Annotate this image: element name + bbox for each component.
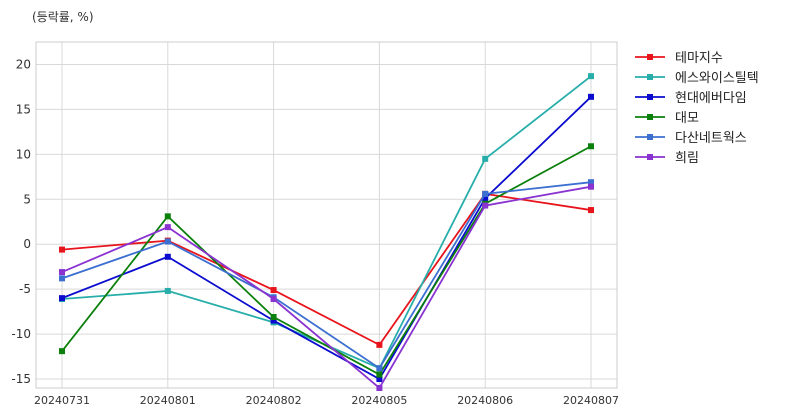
- legend-item: 테마지수: [635, 51, 723, 66]
- legend-marker: [647, 74, 653, 80]
- x-tick-label: 20240731: [34, 394, 90, 407]
- y-tick-label: 15: [16, 102, 31, 116]
- series-line: [61, 96, 592, 381]
- x-tick-label: 20240802: [246, 394, 302, 407]
- series-line: [61, 75, 592, 370]
- legend-label: 희림: [675, 151, 699, 166]
- plot-frame: [35, 41, 618, 389]
- legend-item: 현대에버다임: [635, 91, 747, 106]
- series-group: [59, 73, 594, 391]
- x-tick-label: 20240805: [351, 394, 407, 407]
- data-point: [376, 365, 383, 372]
- data-point: [588, 207, 594, 214]
- legend-marker: [647, 94, 653, 100]
- legend-label: 현대에버다임: [675, 91, 747, 106]
- unit-label: (등락률, %): [32, 10, 94, 24]
- legend-label: 에스와이스틸텍: [675, 71, 759, 86]
- data-point: [59, 348, 65, 355]
- x-tick-label: 20240801: [140, 394, 196, 407]
- series-6: [59, 183, 594, 391]
- grid: [36, 42, 617, 388]
- x-tick-label: 20240807: [563, 394, 619, 407]
- y-tick-label: -5: [19, 282, 31, 296]
- data-point: [164, 253, 171, 260]
- y-tick-label: -10: [11, 327, 31, 341]
- legend-item: 다산네트웍스: [635, 131, 747, 146]
- data-point: [270, 287, 277, 294]
- legend-item: 에스와이스틸텍: [635, 71, 759, 86]
- data-point: [164, 213, 171, 220]
- series-1: [59, 190, 594, 348]
- data-point: [588, 179, 594, 186]
- data-point: [376, 385, 383, 391]
- data-point: [270, 314, 277, 321]
- x-tick-label: 20240806: [457, 394, 513, 407]
- legend-marker: [647, 54, 653, 60]
- data-point: [59, 275, 65, 282]
- data-point: [59, 269, 65, 276]
- legend-marker: [647, 134, 653, 140]
- series-line: [61, 145, 592, 376]
- data-point: [482, 155, 489, 162]
- legend-label: 다산네트웍스: [675, 131, 747, 146]
- y-axis: -15 -10 -5 0 5 10 15 20: [11, 57, 31, 386]
- data-point: [59, 246, 65, 253]
- series-line: [61, 192, 592, 347]
- data-point: [270, 296, 277, 303]
- legend-item: 대모: [635, 111, 699, 126]
- y-tick-label: 10: [16, 147, 31, 161]
- data-point: [376, 376, 383, 383]
- data-point: [588, 183, 594, 190]
- series-line: [61, 185, 592, 390]
- data-point: [164, 238, 171, 245]
- series-2: [59, 73, 594, 372]
- y-tick-label: 20: [16, 57, 31, 71]
- data-point: [59, 295, 65, 302]
- x-axis: 20240731 20240801 20240802 20240805 20240806…: [34, 394, 619, 407]
- data-point: [482, 190, 489, 197]
- data-point: [376, 371, 383, 378]
- legend-label: 테마지수: [675, 51, 723, 66]
- data-point: [588, 73, 594, 80]
- data-point: [482, 202, 489, 209]
- data-point: [588, 143, 594, 150]
- y-tick-label: 0: [23, 237, 31, 251]
- legend-marker: [647, 154, 653, 160]
- data-point: [376, 341, 383, 348]
- y-tick-label: -15: [11, 372, 31, 386]
- legend-label: 대모: [675, 111, 699, 126]
- legend-marker: [647, 114, 653, 120]
- data-point: [482, 195, 489, 202]
- series-line: [61, 181, 592, 370]
- data-point: [588, 93, 594, 100]
- data-point: [270, 317, 277, 324]
- data-point: [164, 287, 171, 294]
- data-point: [164, 224, 171, 231]
- series-3: [59, 93, 594, 383]
- y-tick-label: 5: [23, 192, 31, 206]
- legend-item: 희림: [635, 151, 699, 166]
